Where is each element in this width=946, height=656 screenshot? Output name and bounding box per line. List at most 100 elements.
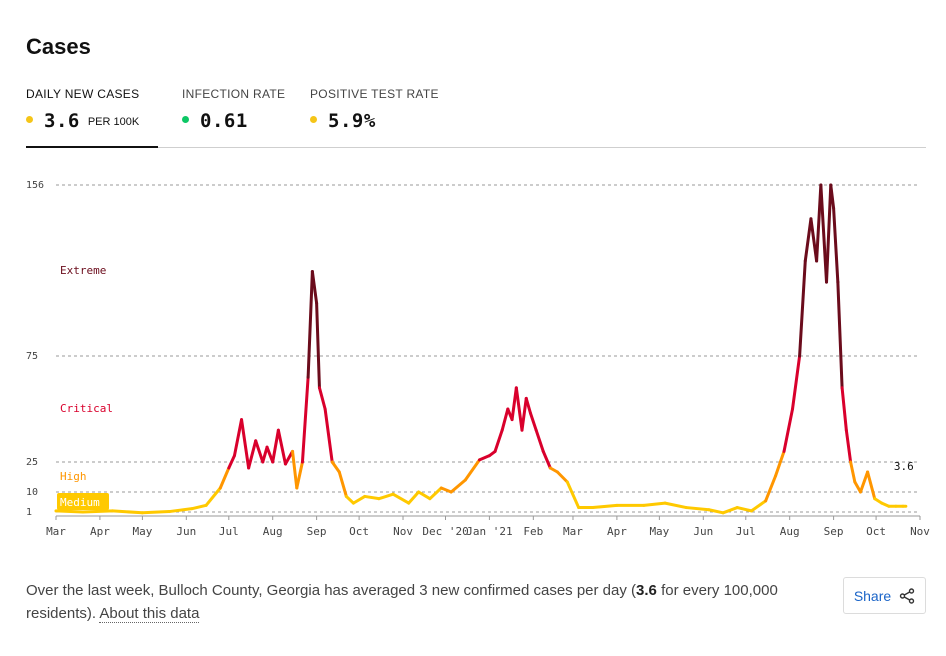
risk-label-critical: Critical — [60, 402, 113, 415]
series-segment — [798, 259, 807, 358]
series-segment — [514, 386, 524, 432]
series-segment — [240, 418, 251, 470]
x-tick-label: Nov — [910, 525, 930, 538]
series-segment — [449, 478, 467, 494]
series-segment — [764, 474, 778, 503]
series-segment — [528, 411, 538, 432]
series-segment — [591, 503, 619, 510]
metric-unit: PER 100K — [87, 116, 140, 128]
series-segment — [840, 386, 848, 432]
x-tick-label: Apr — [607, 525, 627, 538]
x-tick-label: Oct — [349, 525, 369, 538]
series-segment — [167, 507, 194, 514]
metric-value: 5.9% — [328, 110, 376, 132]
series-segment — [227, 454, 236, 470]
series-segment — [232, 418, 244, 458]
series-segment — [663, 501, 688, 510]
about-data-link[interactable]: About this data — [99, 605, 200, 623]
metric-tabs: DAILY NEW CASES 3.6 PER 100K INFECTION R… — [26, 80, 926, 148]
series-segment — [524, 396, 532, 415]
series-segment — [866, 470, 877, 501]
y-tick-label: 156 — [26, 180, 44, 191]
x-tick-label: Nov — [393, 525, 413, 538]
series-segment — [190, 503, 208, 511]
series-segment — [271, 428, 280, 464]
series-segment — [344, 494, 355, 505]
series-segment — [493, 428, 504, 453]
x-tick-label: Oct — [866, 525, 886, 538]
series-segment — [684, 506, 711, 512]
risk-badge-medium — [57, 493, 109, 510]
series-segment — [407, 490, 421, 505]
series-segment — [428, 486, 443, 501]
series-segment — [261, 445, 269, 464]
series-segment — [520, 396, 528, 432]
series-segment — [565, 480, 581, 510]
series-segment — [337, 470, 348, 498]
series-segment — [836, 280, 844, 390]
y-tick-label: 1 — [26, 507, 32, 518]
x-tick-label: Jul — [736, 525, 756, 538]
series-segment — [323, 407, 334, 464]
series-segment — [140, 510, 171, 515]
status-dot-icon — [182, 116, 189, 123]
risk-label-medium: Medium — [60, 496, 100, 509]
series-segment — [500, 407, 510, 432]
series-segment — [276, 428, 287, 466]
series-segment — [735, 506, 753, 513]
y-tick-label: 10 — [26, 487, 38, 498]
page-title: Cases — [26, 34, 91, 59]
series-segment — [774, 449, 786, 478]
x-tick-label: Jul — [219, 525, 239, 538]
tab-infection-rate[interactable]: INFECTION RATE 0.61 — [182, 80, 292, 148]
series-segment — [859, 470, 870, 494]
series-segment — [81, 509, 115, 514]
series-segment — [825, 183, 833, 284]
x-tick-label: Sep — [824, 525, 844, 538]
series-segment — [111, 509, 144, 515]
series-segment — [819, 183, 829, 284]
status-dot-icon — [26, 116, 33, 123]
series-segment — [417, 490, 432, 501]
x-tick-label: May — [132, 525, 152, 538]
series-segment — [844, 428, 853, 464]
series-segment — [218, 466, 231, 490]
y-tick-label: 75 — [26, 351, 38, 362]
tab-label: INFECTION RATE — [182, 87, 286, 101]
description-highlight: 3.6 — [636, 582, 657, 599]
x-tick-label: Dec '20 — [422, 525, 468, 538]
series-segment — [377, 492, 395, 501]
tab-daily-new-cases[interactable]: DAILY NEW CASES 3.6 PER 100K — [26, 80, 158, 148]
risk-label-extreme: Extreme — [60, 264, 106, 277]
x-tick-label: Aug — [780, 525, 800, 538]
series-segment — [391, 492, 411, 505]
series-segment — [463, 458, 482, 482]
x-tick-label: Feb — [523, 525, 543, 538]
description-text-2: for every 100,000 residents). — [26, 582, 778, 622]
tab-positive-test-rate[interactable]: POSITIVE TEST RATE 5.9% — [310, 80, 440, 148]
series-segment — [439, 486, 453, 494]
x-tick-label: Jun — [176, 525, 196, 538]
x-tick-label: Apr — [90, 525, 110, 538]
metric-value: 0.61 — [200, 110, 248, 132]
series-segment — [300, 375, 310, 464]
x-tick-label: Aug — [263, 525, 283, 538]
risk-label-high: High — [60, 470, 87, 483]
tab-label: DAILY NEW CASES — [26, 87, 140, 101]
y-tick-label: 25 — [26, 457, 38, 468]
series-segment — [849, 460, 857, 484]
series-segment — [721, 506, 739, 515]
series-segment — [707, 508, 725, 515]
x-tick-label: Mar — [46, 525, 66, 538]
series-segment — [363, 494, 381, 501]
series-segment — [330, 460, 341, 474]
series-segment — [829, 183, 836, 210]
x-tick-label: Jun — [693, 525, 713, 538]
share-button[interactable]: Share — [843, 577, 926, 614]
series-segment — [315, 301, 321, 390]
share-icon — [899, 587, 915, 604]
x-tick-label: Sep — [307, 525, 327, 538]
series-segment — [54, 509, 85, 514]
description-text: Over the last week, Bulloch County, Geor… — [26, 582, 637, 599]
series-segment — [541, 449, 552, 470]
